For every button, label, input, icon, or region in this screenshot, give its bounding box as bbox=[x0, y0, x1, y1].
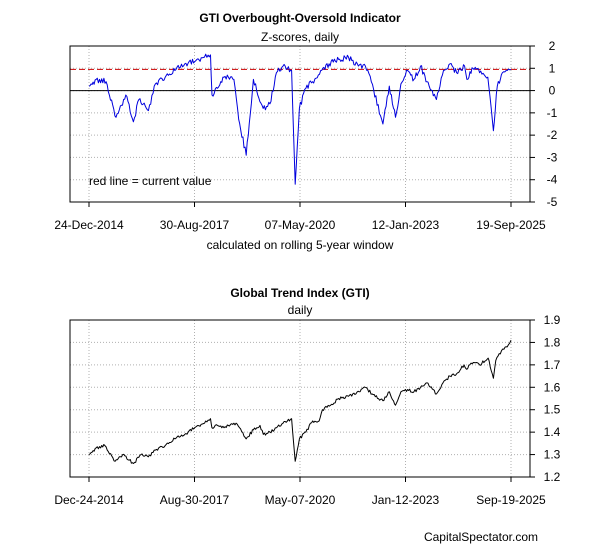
y-tick-label: 2 bbox=[549, 39, 556, 53]
y-tick-label: -3 bbox=[547, 150, 558, 164]
x-tick-label: Sep-19-2025 bbox=[476, 493, 546, 507]
y-tick-label: 1.7 bbox=[544, 358, 561, 372]
x-tick-label: Jan-12-2023 bbox=[372, 493, 440, 507]
y-tick-label: 1.5 bbox=[544, 403, 561, 417]
x-tick-label: 07-May-2020 bbox=[265, 218, 336, 232]
current-value-annotation: red line = current value bbox=[89, 174, 212, 188]
y-tick-label: 1.4 bbox=[544, 425, 561, 439]
gti-y-ticks: 1.2 1.3 1.4 1.5 1.6 1.7 1.8 1.9 bbox=[530, 313, 561, 484]
zscore-series bbox=[88, 53, 512, 185]
gti-grid bbox=[70, 320, 530, 477]
y-tick-label: 1.6 bbox=[544, 380, 561, 394]
series-line bbox=[88, 53, 512, 185]
y-tick-label: 0 bbox=[549, 84, 556, 98]
x-tick-label: 19-Sep-2025 bbox=[476, 218, 546, 232]
y-tick-label: 1.9 bbox=[544, 313, 561, 327]
zscore-grid bbox=[70, 46, 530, 202]
gti-subtitle: daily bbox=[288, 303, 313, 317]
y-tick-label: 1 bbox=[549, 61, 556, 75]
zscore-x-ticks: 24-Dec-2014 30-Aug-2017 07-May-2020 12-Jan-… bbox=[54, 202, 546, 232]
source-credit: CapitalSpectator.com bbox=[423, 530, 538, 544]
zscore-x-axis-label: calculated on rolling 5-year window bbox=[207, 238, 394, 252]
x-tick-label: Aug-30-2017 bbox=[160, 493, 230, 507]
y-tick-label: -1 bbox=[547, 106, 558, 120]
zscore-chart: GTI Overbought-Oversold Indicator Z-scor… bbox=[54, 11, 557, 252]
y-tick-label: -5 bbox=[547, 195, 558, 209]
y-tick-label: 1.3 bbox=[544, 448, 561, 462]
y-tick-label: -4 bbox=[547, 173, 558, 187]
y-tick-label: 1.8 bbox=[544, 335, 561, 349]
series-line bbox=[88, 340, 512, 464]
gti-series bbox=[88, 340, 512, 464]
zscore-y-ticks: -5 -4 -3 -2 -1 0 1 2 bbox=[530, 39, 558, 209]
gti-title: Global Trend Index (GTI) bbox=[230, 286, 369, 300]
zscore-title: GTI Overbought-Oversold Indicator bbox=[199, 11, 401, 25]
gti-chart: Global Trend Index (GTI) daily Dec-24-20… bbox=[54, 286, 560, 507]
x-tick-label: Dec-24-2014 bbox=[54, 493, 124, 507]
x-tick-label: 30-Aug-2017 bbox=[160, 218, 230, 232]
y-tick-label: -2 bbox=[547, 128, 558, 142]
zscore-subtitle: Z-scores, daily bbox=[261, 30, 339, 44]
x-tick-label: May-07-2020 bbox=[265, 493, 336, 507]
x-tick-label: 24-Dec-2014 bbox=[54, 218, 124, 232]
x-tick-label: 12-Jan-2023 bbox=[372, 218, 440, 232]
gti-x-ticks: Dec-24-2014 Aug-30-2017 May-07-2020 Jan-12-… bbox=[54, 477, 546, 507]
y-tick-label: 1.2 bbox=[544, 470, 561, 484]
